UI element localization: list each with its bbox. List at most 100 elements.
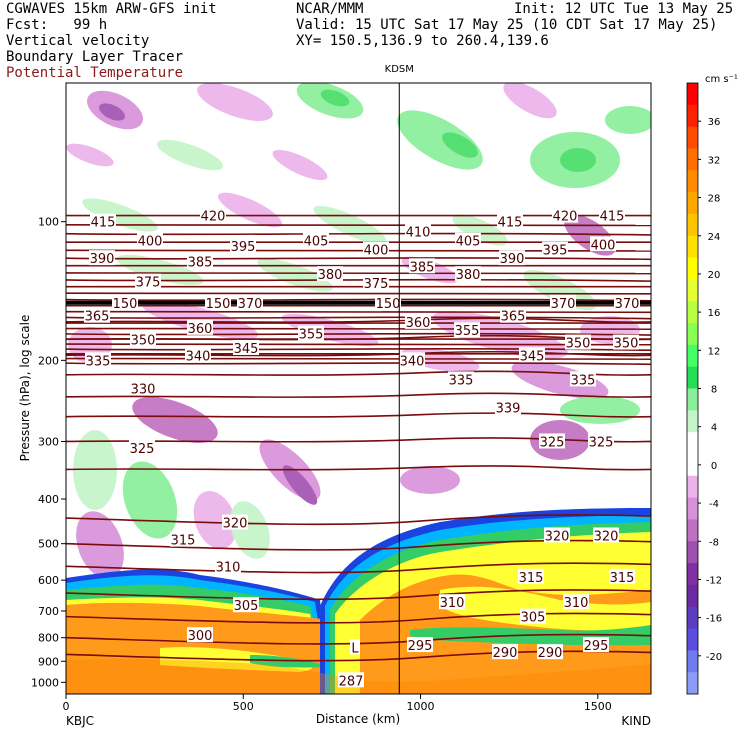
theta-label-bg	[338, 672, 364, 688]
theta-label: 339	[496, 401, 521, 416]
theta-label: 150	[376, 297, 401, 312]
theta-label-bg	[233, 597, 259, 613]
theta-label: 335	[449, 373, 474, 388]
theta-contour	[66, 650, 651, 662]
theta-label: 370	[615, 297, 640, 312]
colorbar-swatch	[687, 344, 698, 368]
theta-label-bg	[170, 531, 196, 547]
theta-label: 405	[456, 235, 481, 250]
colorbar-swatch	[687, 257, 698, 280]
theta-label-bg	[495, 399, 521, 415]
theta-label-bg	[497, 213, 523, 229]
vv-patch	[400, 466, 460, 494]
colorbar-tick-label: 20	[708, 270, 721, 281]
theta-label-bg	[187, 253, 213, 269]
colorbar-tick-label: 24	[708, 232, 721, 243]
colorbar-swatch	[687, 475, 698, 499]
theta-label-bg	[537, 644, 563, 660]
theta-label-bg	[614, 294, 640, 310]
vv-patch	[257, 258, 333, 292]
vv-patch	[132, 397, 218, 443]
y-tick-label: 200	[38, 354, 59, 367]
theta-label: 340	[186, 349, 211, 364]
terrain-shade	[66, 659, 651, 694]
theta-label: 290	[493, 646, 518, 661]
vv-patch	[73, 430, 117, 510]
theta-label: 400	[364, 244, 389, 259]
vv-patch	[560, 148, 596, 172]
theta-contour	[66, 392, 651, 398]
theta-label: 365	[85, 310, 110, 325]
theta-label-bg	[593, 527, 619, 543]
theta-contour	[66, 357, 651, 360]
colorbar-swatch	[687, 497, 698, 520]
y-tick-label: 300	[38, 435, 59, 448]
theta-label: 295	[584, 639, 609, 654]
header-model: CGWAVES 15km ARW-GFS init	[6, 1, 217, 17]
colorbar-tick-label: -20	[706, 652, 722, 663]
y-tick-label: 700	[38, 605, 59, 618]
theta-contour	[66, 343, 651, 346]
vv-patch	[217, 192, 283, 228]
theta-label-bg	[520, 608, 546, 624]
colorbar-swatch	[687, 541, 698, 564]
theta-label-bg	[375, 294, 401, 310]
theta-label-bg	[518, 568, 544, 584]
theta-label: 287	[339, 674, 364, 689]
theta-label: 400	[591, 238, 616, 253]
theta-label-bg	[185, 347, 211, 363]
theta-contour	[66, 316, 651, 320]
theta-label-bg	[609, 568, 635, 584]
header-section-coords: XY= 150.5,136.9 to 260.4,139.6	[296, 33, 549, 49]
theta-label-bg	[112, 294, 138, 310]
theta-contour	[66, 292, 651, 295]
x-axis-label: Distance (km)	[316, 712, 400, 726]
theta-label: L	[351, 641, 359, 656]
kdsm-label: KDSM	[385, 64, 414, 75]
colorbar-swatch	[687, 650, 698, 673]
colorbar-swatch	[687, 672, 698, 695]
colorbar-swatch	[687, 606, 698, 630]
header-field-theta: Potential Temperature	[6, 65, 184, 81]
colorbar-swatch	[687, 519, 698, 542]
y-tick-label: 400	[38, 493, 59, 506]
y-axis-label: Pressure (hPa), log scale	[18, 315, 32, 462]
theta-label: 415	[91, 216, 116, 231]
theta-label-bg	[500, 307, 526, 323]
colorbar-swatch	[687, 628, 698, 651]
theta-label: 345	[234, 342, 259, 357]
colorbar-swatch	[687, 235, 698, 259]
header-field-tracer: Boundary Layer Tracer	[6, 49, 184, 65]
theta-label: 325	[130, 442, 155, 457]
vv-patch	[442, 132, 478, 158]
vv-patch	[560, 396, 640, 424]
theta-label: 315	[171, 534, 196, 549]
header-org: NCAR/MMM	[296, 1, 364, 17]
colorbar-swatch	[687, 148, 698, 171]
header-forecast-hour: Fcst: 99 h	[6, 17, 108, 33]
colorbar: 36 32 28 24 20 16 12 8 4 0 -4 -8 -12 -16 -20	[686, 82, 722, 695]
colorbar-swatch	[687, 104, 698, 128]
colorbar-swatch	[687, 192, 698, 215]
theta-contours	[66, 214, 651, 662]
theta-label-bg	[454, 322, 480, 338]
theta-label-bg	[187, 319, 213, 335]
theta-label: 335	[86, 354, 111, 369]
theta-label: 305	[234, 599, 259, 614]
colorbar-tick-label: -8	[709, 537, 719, 548]
theta-label-bg	[237, 294, 263, 310]
colorbar-swatch	[687, 213, 698, 237]
theta-label-bg	[588, 433, 614, 449]
theta-label: 305	[521, 611, 546, 626]
theta-label: 345	[520, 349, 545, 364]
theta-label-bg	[439, 594, 465, 610]
theta-label: 325	[540, 435, 565, 450]
theta-label-bg	[129, 440, 155, 456]
theta-contour	[66, 278, 651, 282]
colorbar-swatch	[687, 83, 698, 106]
theta-contour	[66, 310, 651, 314]
theta-label: 395	[231, 240, 256, 255]
theta-label: 360	[406, 316, 431, 331]
theta-label: 380	[456, 268, 481, 283]
theta-label-bg	[565, 334, 591, 350]
